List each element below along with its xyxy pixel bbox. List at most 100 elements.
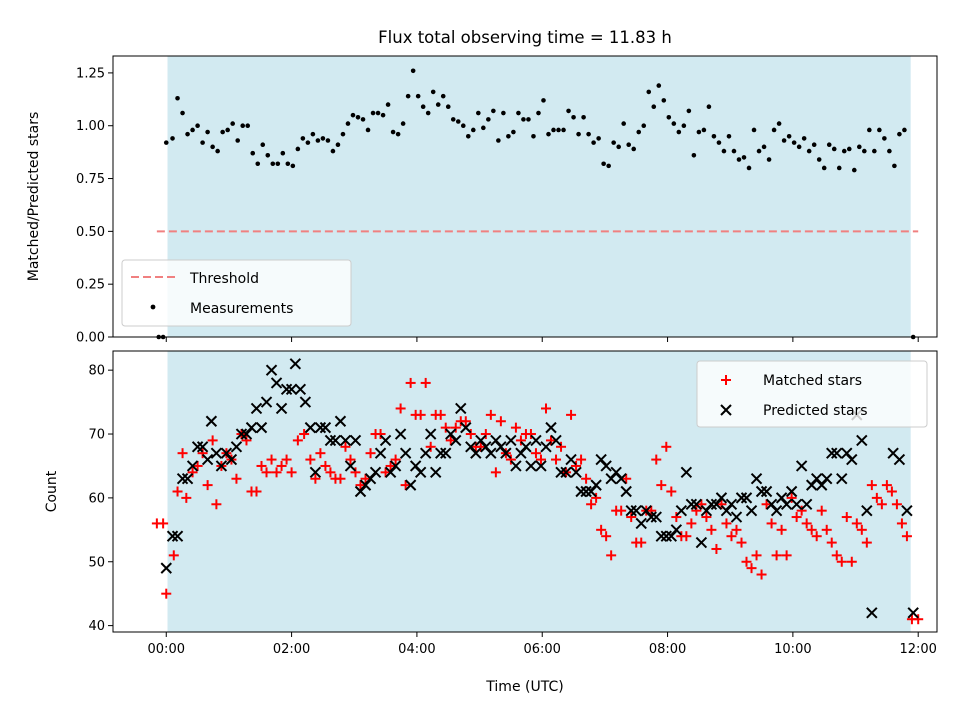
- predicted-star-point: [250, 402, 263, 415]
- predicted-star-point: [690, 498, 703, 510]
- matched-star-point: [365, 448, 376, 459]
- legend-predicted-label: Predicted stars: [763, 403, 868, 419]
- measurement-point: [270, 161, 276, 167]
- matched-star-point: [686, 518, 697, 529]
- matched-star-point: [425, 441, 436, 452]
- measurement-point: [882, 136, 887, 141]
- x-stroke: [595, 453, 607, 466]
- measurement-point: [751, 127, 757, 133]
- predicted-star-point: [260, 396, 273, 408]
- matched-star-point: [886, 486, 897, 497]
- predicted-star-point: [374, 447, 387, 459]
- x-stroke: [260, 396, 273, 408]
- x-stroke: [735, 492, 748, 504]
- predicted-star-point: [440, 447, 452, 459]
- measurement-point: [280, 150, 286, 156]
- x-stroke: [570, 466, 582, 479]
- x-stroke: [775, 492, 788, 504]
- legend-threshold-label: Threshold: [189, 271, 259, 287]
- matched-stars-points: [151, 377, 924, 625]
- x-stroke: [655, 530, 667, 542]
- measurement-point: [320, 136, 326, 141]
- measurement-point: [581, 114, 586, 120]
- matched-star-point: [405, 377, 416, 388]
- measurement-point: [641, 123, 647, 129]
- measurement-point: [601, 161, 606, 167]
- bottom-x-ticks: 00:00 02:00 04:00 06:00 08:00 10:00 12:00: [148, 632, 937, 657]
- matched-star-point: [350, 467, 361, 478]
- measurement-point: [596, 136, 601, 141]
- predicted-star-point: [294, 383, 307, 396]
- matched-star-point: [876, 499, 887, 510]
- predicted-star-point: [565, 453, 577, 466]
- x-stroke: [765, 498, 778, 510]
- x-stroke: [565, 453, 577, 466]
- x-stroke: [836, 473, 848, 485]
- matched-star-point: [305, 454, 316, 465]
- matched-star-point: [400, 480, 411, 491]
- measurement-point: [195, 123, 200, 129]
- legend-measurements-swatch: [150, 304, 156, 310]
- predicted-star-point: [319, 421, 332, 434]
- matched-star-point: [551, 454, 562, 465]
- predicted-star-point: [309, 466, 322, 479]
- x-stroke: [399, 447, 412, 459]
- top-panel: 0.00 0.25 0.50 0.75 1.00 1.25 Flux total obse…: [26, 28, 938, 346]
- predicted-star-point: [620, 485, 632, 498]
- matched-star-point: [601, 531, 612, 542]
- matched-star-point: [606, 550, 617, 561]
- measurement-point: [425, 110, 431, 116]
- measurement-point: [215, 148, 220, 154]
- matched-star-point: [626, 512, 637, 523]
- predicted-star-point: [314, 421, 327, 434]
- predicted-star-point: [540, 441, 552, 453]
- matched-star-point: [556, 441, 567, 452]
- x-stroke: [220, 447, 233, 459]
- measurement-point: [851, 167, 857, 173]
- chart-title: Flux total observing time = 11.83 h: [378, 28, 672, 47]
- matched-star-point: [856, 524, 867, 535]
- predicted-star-point: [191, 441, 204, 453]
- measurement-point: [791, 140, 797, 145]
- matched-star-point: [826, 537, 837, 548]
- matched-star-point: [202, 480, 213, 491]
- predicted-star-point: [414, 466, 427, 479]
- predicted-star-point: [545, 421, 557, 434]
- measurement-point: [210, 144, 215, 150]
- x-stroke: [314, 421, 327, 434]
- matched-star-point: [390, 454, 401, 465]
- bottom-legend-box: [696, 360, 928, 428]
- x-stroke: [379, 434, 392, 447]
- measurement-point: [175, 95, 180, 101]
- x-stroke: [550, 434, 562, 447]
- matched-star-point: [591, 492, 602, 503]
- x-stroke: [465, 441, 477, 453]
- matched-star-point: [375, 429, 386, 440]
- x-stroke: [545, 421, 557, 434]
- measurement-point: [701, 127, 707, 133]
- x-stroke: [555, 466, 567, 479]
- matched-star-point: [310, 473, 321, 484]
- measurement-point: [776, 121, 782, 126]
- x-stroke: [795, 460, 808, 472]
- x-stroke: [196, 441, 209, 453]
- x-stroke: [510, 460, 522, 472]
- x-stroke: [645, 511, 657, 523]
- predicted-star-point: [201, 453, 214, 466]
- predicted-star-point: [755, 485, 768, 498]
- measurement-point: [501, 110, 506, 116]
- x-stroke: [470, 447, 482, 459]
- predicted-star-point: [685, 498, 698, 510]
- measurement-point: [260, 142, 266, 148]
- predicted-star-point: [590, 479, 602, 491]
- y-tick-label: 1.00: [76, 119, 105, 134]
- measurement-point: [230, 121, 235, 126]
- matched-star-point: [711, 543, 722, 554]
- measurement-point: [826, 142, 832, 148]
- predicted-star-point: [866, 607, 878, 619]
- measurement-point: [290, 163, 296, 169]
- x-stroke: [230, 441, 243, 453]
- predicted-star-point: [510, 460, 522, 472]
- matched-star-point: [251, 486, 262, 497]
- top-x-ticks: [165, 337, 919, 342]
